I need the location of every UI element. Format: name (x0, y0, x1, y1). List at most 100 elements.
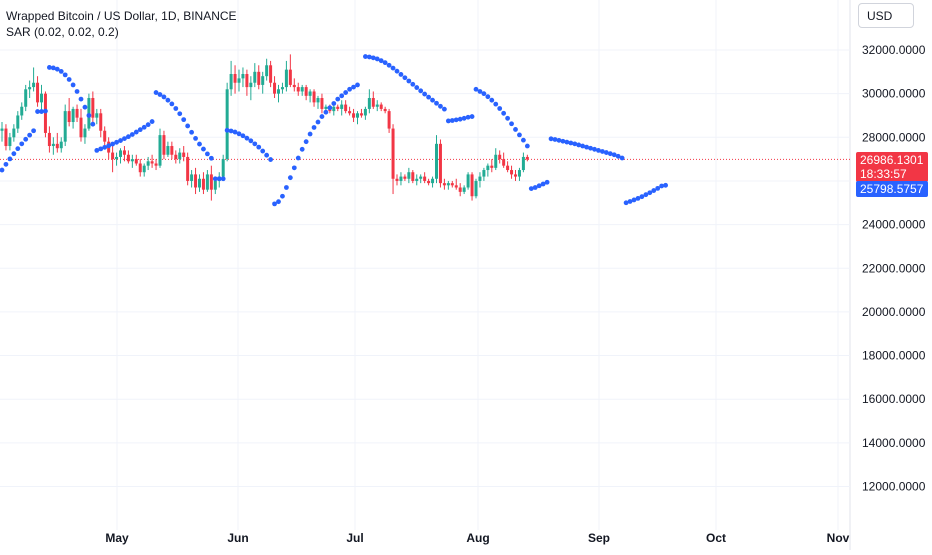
candle (146, 156, 150, 171)
y-tick-label: 20000.0000 (862, 305, 926, 319)
candle-body (138, 163, 142, 173)
candle-body (40, 93, 43, 103)
sar-point (473, 86, 479, 92)
candle-body (36, 82, 40, 103)
sar-point (102, 144, 108, 150)
sar-point (418, 88, 424, 94)
candle (12, 124, 16, 142)
candle-body (517, 170, 521, 177)
sar-point (141, 124, 147, 130)
candle-body (63, 111, 67, 142)
sar-point (465, 114, 471, 120)
candle-body (257, 71, 261, 85)
candle-body (225, 89, 229, 160)
candle-body (462, 187, 466, 192)
candle-body (280, 87, 284, 90)
sar-point (536, 183, 542, 189)
candle-body (423, 176, 427, 181)
candle (277, 84, 280, 103)
candle (265, 58, 269, 81)
sar-point (603, 150, 609, 155)
candle-body (419, 176, 423, 179)
candle (241, 67, 245, 88)
sar-point (552, 137, 558, 142)
candle-body (411, 172, 415, 181)
candle (517, 167, 521, 181)
candle-body (356, 113, 359, 118)
last-price-value: 26986.1301 (860, 153, 924, 167)
y-tick-label: 24000.0000 (862, 218, 926, 232)
sar-point (509, 121, 514, 127)
y-tick-label: 22000.0000 (862, 261, 926, 275)
sar-point (663, 182, 668, 188)
candle-body (75, 108, 79, 118)
x-tick-label: Jul (346, 531, 363, 545)
candle-body (403, 176, 407, 179)
candle (245, 69, 249, 96)
candle (130, 154, 134, 168)
candle-body (162, 135, 166, 155)
sar-point (177, 111, 183, 117)
sar-point (244, 135, 250, 141)
indicator-label[interactable]: SAR (0.02, 0.02, 0.2) (6, 25, 119, 39)
candle (454, 178, 458, 190)
candle-body (233, 74, 237, 83)
candle-body (324, 106, 328, 109)
candle-body (466, 174, 470, 188)
sar-point (394, 68, 400, 74)
candle (63, 104, 67, 147)
candle-body (363, 108, 367, 116)
candle (87, 93, 91, 131)
y-tick-label: 14000.0000 (862, 436, 926, 450)
candle-body (340, 104, 344, 109)
candle-body (130, 159, 134, 162)
x-tick-label: Aug (466, 531, 489, 545)
candle-body (95, 113, 99, 118)
candle (273, 76, 277, 99)
candle (288, 54, 292, 88)
sar-point (426, 94, 431, 100)
candle-body (99, 113, 103, 131)
x-tick-label: May (105, 531, 129, 545)
candle (387, 108, 391, 133)
candle (383, 106, 387, 114)
candle-body (158, 135, 162, 166)
sar-point (659, 183, 665, 189)
candle (474, 178, 478, 199)
last-price-tag: 26986.1301 18:33:57 (856, 152, 928, 182)
sar-point (236, 131, 242, 137)
candle (403, 174, 407, 181)
sar-point (43, 108, 48, 114)
currency-button[interactable]: USD (858, 3, 914, 28)
sar-point (27, 132, 33, 138)
candle (174, 150, 178, 164)
sar-point (149, 119, 155, 124)
candlestick-series (0, 54, 529, 201)
candle (28, 80, 32, 99)
sar-point (228, 128, 234, 134)
candle (442, 178, 446, 190)
candle-body (450, 183, 454, 186)
candle-body (288, 69, 292, 85)
candle (308, 89, 312, 103)
sar-point (35, 109, 40, 114)
sar-point (343, 90, 349, 95)
candle (99, 108, 103, 138)
candle-body (122, 150, 126, 155)
candle-body (399, 176, 403, 181)
sar-point (469, 114, 475, 119)
candle-body (91, 98, 95, 118)
candle-body (379, 104, 383, 109)
candle-body (51, 143, 55, 147)
candle-body (182, 152, 186, 157)
candle-body (494, 154, 498, 168)
symbol-title[interactable]: Wrapped Bitcoin / US Dollar, 1D, BINANCE (6, 9, 237, 23)
sar-point (31, 128, 36, 134)
sar-point (248, 138, 254, 144)
candle (20, 102, 24, 120)
candle-body (490, 165, 494, 168)
sar-point (256, 144, 262, 150)
candle (490, 159, 494, 173)
